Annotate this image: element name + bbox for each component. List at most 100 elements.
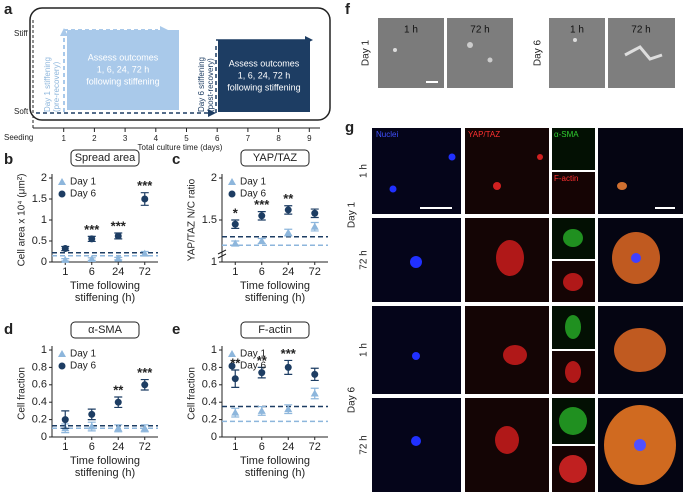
x-tick-label: 1 xyxy=(232,441,238,453)
x-tick-label: 6 xyxy=(259,266,265,278)
time-tick-label: 2 xyxy=(92,134,97,143)
point xyxy=(114,398,122,406)
y-tick-label: 0.2 xyxy=(202,414,217,426)
significance: * xyxy=(233,205,239,220)
y-tick-label: 0.8 xyxy=(202,361,217,373)
time-tick-label: 5 xyxy=(184,134,189,143)
nucleus xyxy=(410,256,422,268)
point xyxy=(257,406,266,414)
y-tick-label: 1.5 xyxy=(202,214,217,226)
significance: ** xyxy=(257,353,268,368)
panel-label: f xyxy=(345,1,351,18)
micrograph xyxy=(598,128,683,214)
panel-label: c xyxy=(172,151,180,168)
point xyxy=(284,405,293,413)
y-tick-label: 0.6 xyxy=(202,379,217,391)
y-tick-label: 0 xyxy=(41,431,47,443)
x-tick-label: 72 xyxy=(139,266,151,278)
cell xyxy=(573,38,577,42)
cell xyxy=(493,182,501,190)
nucleus xyxy=(631,253,641,263)
x-tick-label: 72 xyxy=(309,266,321,278)
x-axis-label: stiffening (h) xyxy=(245,292,305,304)
axis-break xyxy=(217,249,227,259)
point xyxy=(284,228,293,236)
micrograph xyxy=(447,18,513,88)
day1-box-text: 1, 6, 24, 72 h xyxy=(97,64,150,74)
cell xyxy=(503,345,527,365)
x-tick-label: 24 xyxy=(282,266,294,278)
cell xyxy=(617,182,627,190)
y-tick-label: 1 xyxy=(41,214,47,226)
x-tick-label: 6 xyxy=(259,441,265,453)
x-axis-label: Time following xyxy=(70,280,140,292)
cell xyxy=(487,57,493,63)
significance: *** xyxy=(254,197,270,212)
point xyxy=(310,389,319,397)
legend-label: Day 6 xyxy=(240,361,267,372)
day1-label: (pre-recovery) xyxy=(52,61,61,112)
x-tick-label: 6 xyxy=(89,441,95,453)
point xyxy=(311,370,319,378)
group-label: Day 1 xyxy=(347,202,358,229)
y-tick-label: 0.2 xyxy=(32,414,47,426)
day1-label: Day 1 stiffening xyxy=(43,57,52,112)
stiff-label: Stiff xyxy=(14,29,28,38)
micrograph xyxy=(549,18,605,88)
day1-box xyxy=(67,30,179,110)
channel-label: α-SMA xyxy=(554,130,579,139)
point xyxy=(228,350,236,357)
time-tick-label: 3 xyxy=(123,134,128,143)
x-axis-label: stiffening (h) xyxy=(75,467,135,479)
point xyxy=(58,178,66,185)
panel-label: b xyxy=(4,151,13,168)
micrograph-grid xyxy=(372,128,683,492)
row-label: Day 6 xyxy=(533,40,544,67)
cell xyxy=(496,240,524,276)
time-label: 1 h xyxy=(359,164,370,178)
point xyxy=(228,362,236,370)
arrow-head xyxy=(60,28,68,36)
group-label: Day 6 xyxy=(347,387,358,414)
column-label: 72 h xyxy=(631,25,650,36)
x-axis-label: Time following xyxy=(240,455,310,467)
point xyxy=(61,245,69,253)
point xyxy=(231,220,239,228)
point xyxy=(284,206,292,214)
day6-label: Day 6 stiffening xyxy=(197,57,206,112)
point xyxy=(258,369,266,377)
y-axis-label: Cell fraction xyxy=(17,367,28,420)
time-tick-label: 7 xyxy=(246,134,251,143)
x-tick-label: 1 xyxy=(62,441,68,453)
point xyxy=(140,424,149,432)
cell xyxy=(624,45,663,61)
point xyxy=(310,222,319,230)
x-tick-label: 72 xyxy=(309,441,321,453)
column-label: 1 h xyxy=(404,25,418,36)
time-tick-label: 4 xyxy=(154,134,159,143)
significance: ** xyxy=(230,355,241,370)
panel-label: d xyxy=(4,321,13,338)
channel-label: YAP/TAZ xyxy=(468,130,500,139)
day1-box-text: Assess outcomes xyxy=(88,52,159,62)
cell xyxy=(467,42,473,48)
x-tick-label: 1 xyxy=(232,266,238,278)
arrow-head xyxy=(160,26,168,34)
nucleus xyxy=(634,439,646,451)
micrograph xyxy=(372,128,461,214)
panel-label: e xyxy=(172,321,180,338)
legend-label: Day 1 xyxy=(240,349,267,360)
row-label: Day 1 xyxy=(361,40,372,67)
chart-title: Spread area xyxy=(75,152,136,164)
cell xyxy=(565,315,581,339)
x-axis-label: Time following xyxy=(70,455,140,467)
significance: *** xyxy=(281,346,297,361)
time-axis-label: Total culture time (days) xyxy=(138,143,223,152)
arrow-head xyxy=(305,36,313,44)
point xyxy=(58,362,66,370)
soft-label: Soft xyxy=(14,107,29,116)
point xyxy=(228,178,236,185)
micrograph xyxy=(465,128,549,214)
day6-box-text: following stiffening xyxy=(227,82,300,92)
